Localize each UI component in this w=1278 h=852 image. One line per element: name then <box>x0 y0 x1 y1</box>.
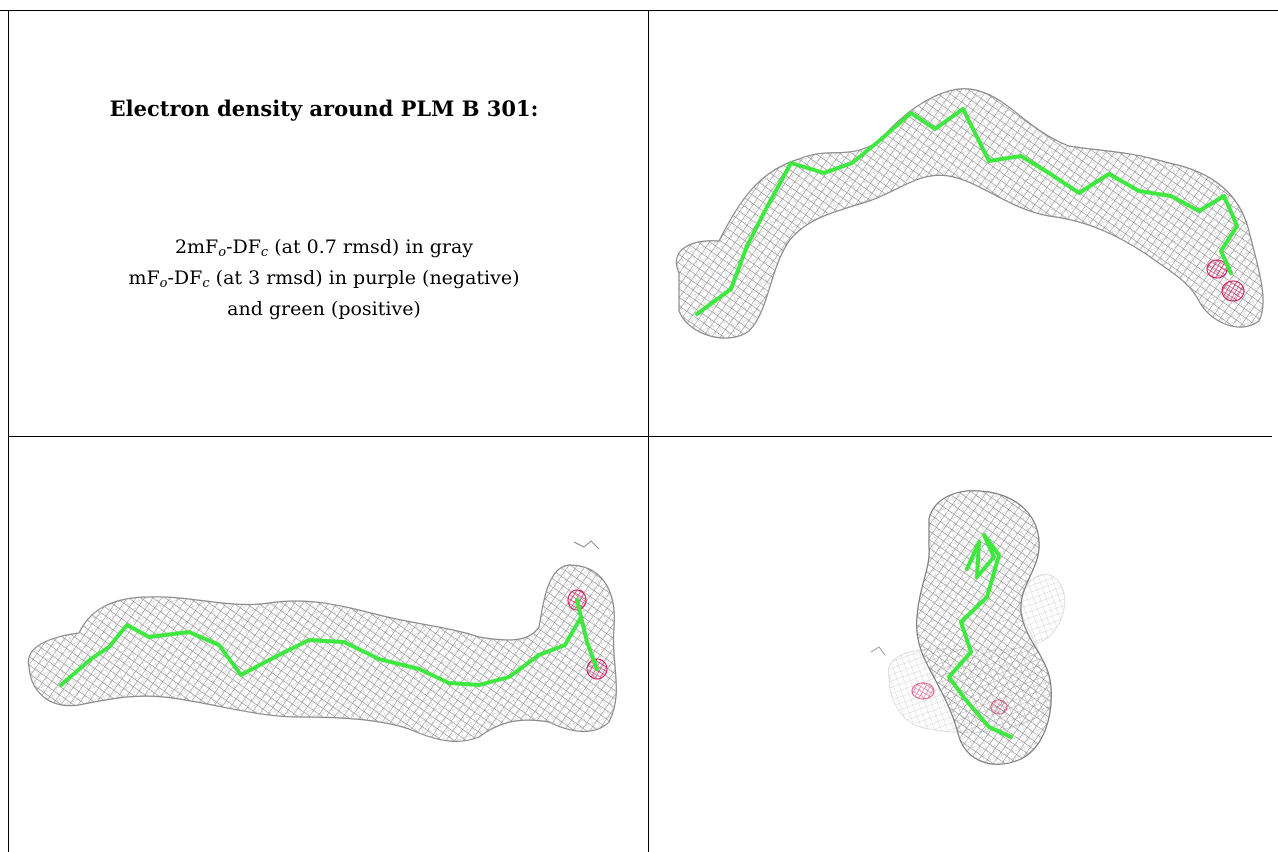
map-legend: 2mFo-DFc (at 0.7 rmsd) in gray mFo-DFc (… <box>0 232 648 325</box>
left-border <box>8 10 9 852</box>
center-divider <box>648 10 649 852</box>
top-border <box>0 10 1278 11</box>
legend-line-fofc: mFo-DFc (at 3 rmsd) in purple (negative) <box>128 267 520 291</box>
middle-divider-right <box>648 436 1272 437</box>
view-bottom-right <box>649 437 1278 852</box>
density-mesh <box>27 564 617 742</box>
view-top-right <box>649 11 1278 436</box>
view-bottom-left <box>9 437 648 852</box>
figure-title: Electron density around PLM B 301: <box>109 96 539 121</box>
stray-density-fragment <box>573 540 600 550</box>
ligand-model-stick <box>59 598 599 687</box>
stray-density-fragment <box>870 646 886 656</box>
negative-density-blob <box>911 682 1008 715</box>
legend-line-2fofc: 2mFo-DFc (at 0.7 rmsd) in gray <box>174 236 474 260</box>
negative-density-blob <box>1206 259 1245 302</box>
caption-cell: Electron density around PLM B 301: 2mFo-… <box>0 0 648 436</box>
density-mesh <box>916 490 1052 765</box>
ligand-model-stick <box>695 107 1239 316</box>
middle-divider <box>8 436 664 437</box>
legend-line-positive: and green (positive) <box>227 298 421 320</box>
density-mesh <box>675 88 1264 339</box>
ligand-model-stick <box>947 533 1013 739</box>
